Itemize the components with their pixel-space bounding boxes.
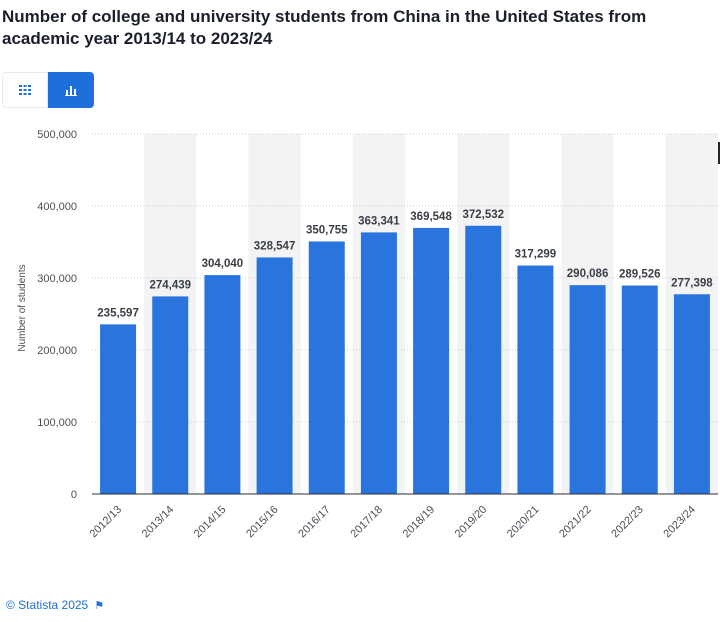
bar-chart-icon <box>65 85 77 96</box>
bar <box>360 232 397 494</box>
bar <box>517 265 554 494</box>
bar <box>256 257 293 494</box>
bar <box>308 241 345 494</box>
x-tick-label: 2015/16 <box>244 504 281 541</box>
data-label: 369,548 <box>410 211 452 223</box>
bar <box>465 225 502 494</box>
bar <box>673 294 710 494</box>
bar <box>413 227 450 494</box>
bar <box>621 285 658 494</box>
data-label: 235,597 <box>97 307 139 319</box>
y-tick-label: 200,000 <box>37 345 77 357</box>
x-tick-label: 2013/14 <box>140 504 177 541</box>
x-tick-label: 2023/24 <box>661 504 698 541</box>
statista-credit-link[interactable]: © Statista 2025 <box>6 598 89 612</box>
chart-area: 0 100,000 200,000 300,000 400,000 500,000 Numb… <box>0 120 720 560</box>
data-label: 350,755 <box>306 224 348 236</box>
x-tick-label: 2014/15 <box>192 504 229 541</box>
x-tick-label: 2016/17 <box>296 504 333 541</box>
x-tick-label: 2017/18 <box>348 504 385 541</box>
x-tick-label: 2020/21 <box>505 504 542 541</box>
data-label: 290,086 <box>567 268 609 280</box>
bar <box>569 285 606 494</box>
chart-title-line-1: Number of college and university student… <box>2 7 647 26</box>
chart-title-line-2: academic year 2013/14 to 2023/24 <box>2 29 273 48</box>
data-label: 317,299 <box>515 249 557 261</box>
x-tick-label: 2018/19 <box>401 504 438 541</box>
data-label: 372,532 <box>462 209 504 221</box>
bar <box>204 275 241 494</box>
table-grid-icon <box>19 85 31 95</box>
view-toggle <box>2 72 96 108</box>
bar <box>100 324 137 494</box>
chart-view-button[interactable] <box>48 72 94 108</box>
y-tick-label: 100,000 <box>37 417 77 429</box>
panel-edge-marker <box>717 142 720 164</box>
data-label: 328,547 <box>254 240 296 252</box>
x-tick-label: 2012/13 <box>88 504 125 541</box>
table-view-button[interactable] <box>2 72 48 108</box>
data-label: 304,040 <box>202 258 244 270</box>
bar <box>152 296 189 494</box>
x-tick-label: 2022/23 <box>609 504 646 541</box>
x-tick-label: 2021/22 <box>557 504 594 541</box>
y-tick-label: 400,000 <box>37 201 77 213</box>
flag-icon[interactable]: ⚑ <box>94 599 105 612</box>
data-label: 277,398 <box>671 277 713 289</box>
y-tick-label: 500,000 <box>37 129 77 141</box>
footer: © Statista 2025 ⚑ <box>6 598 104 612</box>
y-tick-label: 0 <box>71 489 77 501</box>
bar-chart: 0 100,000 200,000 300,000 400,000 500,000 Numb… <box>17 129 718 541</box>
data-label: 289,526 <box>619 269 661 281</box>
chart-title: Number of college and university student… <box>2 6 702 50</box>
data-label: 274,439 <box>149 279 191 291</box>
x-tick-label: 2019/20 <box>453 504 490 541</box>
data-label: 363,341 <box>358 215 400 227</box>
y-tick-label: 300,000 <box>37 273 77 285</box>
y-axis-title: Number of students <box>17 264 28 351</box>
